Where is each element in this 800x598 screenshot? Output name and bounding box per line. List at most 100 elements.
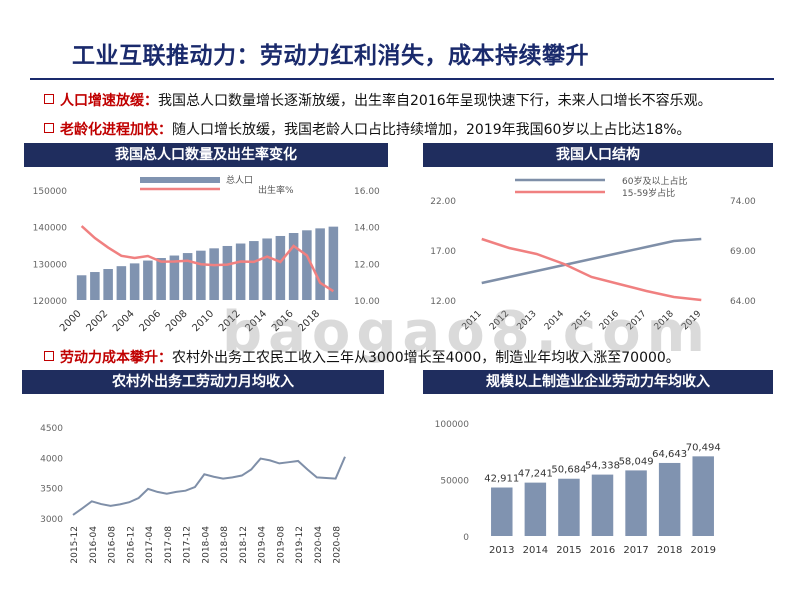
x-tick-label: 2018-08 bbox=[220, 526, 230, 564]
title-underline bbox=[30, 78, 774, 80]
bullet-key: 劳动力成本攀升： bbox=[60, 350, 172, 366]
population-bar bbox=[90, 272, 100, 300]
legend-label-population: 总人口 bbox=[226, 174, 253, 186]
y-tick-label: 50000 bbox=[440, 477, 469, 487]
aged-60-plus-line bbox=[481, 237, 702, 285]
x-tick-label: 2000 bbox=[58, 308, 84, 334]
income-bar bbox=[491, 487, 513, 536]
bar-value-label: 50,684 bbox=[551, 465, 586, 476]
y-tick-label-right: 74.00 bbox=[730, 197, 756, 207]
x-tick-label: 2004 bbox=[111, 308, 137, 334]
bullet-population-growth: 人口增速放缓：我国总人口数量增长逐渐放缓，出生率自2016年呈现快速下行，未来人… bbox=[44, 90, 712, 110]
x-tick-label: 2013 bbox=[489, 545, 514, 556]
legend-label-15-59: 15-59岁占比 bbox=[622, 187, 675, 199]
bar-value-label: 58,049 bbox=[619, 456, 654, 467]
bar-value-label: 64,643 bbox=[652, 449, 687, 460]
panel-header-population: 我国总人口数量及出生率变化 bbox=[24, 143, 388, 167]
x-tick-label: 2010 bbox=[190, 308, 216, 334]
x-tick-label: 2016-08 bbox=[108, 526, 118, 564]
x-tick-label: 2017 bbox=[623, 545, 648, 556]
panel-header-manufacturing-income: 规模以上制造业企业劳动力年均收入 bbox=[423, 370, 773, 394]
bar-value-label: 42,911 bbox=[484, 474, 519, 485]
y-tick-label: 3000 bbox=[40, 515, 63, 525]
x-tick-label: 2016 bbox=[590, 545, 615, 556]
x-tick-label: 2015 bbox=[556, 545, 581, 556]
x-tick-label: 2016-12 bbox=[126, 526, 136, 564]
bullet-key: 人口增速放缓： bbox=[60, 93, 158, 109]
panel-header-structure: 我国人口结构 bbox=[423, 143, 773, 167]
population-bar bbox=[315, 228, 325, 300]
y-tick-label-right: 14.00 bbox=[354, 224, 380, 234]
y-tick-label: 100000 bbox=[435, 420, 470, 430]
bullet-marker bbox=[44, 351, 54, 361]
y-tick-label-left: 12.00 bbox=[430, 297, 456, 307]
x-tick-label: 2014 bbox=[523, 545, 548, 556]
manufacturing-income-chart: 0 50000 100000 42,91147,24150,68454,33858,0… bbox=[435, 420, 721, 556]
rural-income-chart: 3000 3500 4000 4500 2015-12 2016-04 2016-08 201… bbox=[40, 424, 346, 564]
bullet-labor-cost: 劳动力成本攀升：农村外出务工农民工收入三年从3000增长至4000，制造业年均收… bbox=[44, 347, 680, 367]
y-tick-label-right: 69.00 bbox=[730, 247, 756, 257]
x-tick-label: 2018-12 bbox=[239, 526, 249, 564]
income-bar bbox=[558, 478, 580, 536]
legend-label-60-plus: 60岁及以上占比 bbox=[622, 175, 687, 187]
bullet-text: 农村外出务工农民工收入三年从3000增长至4000，制造业年均收入涨至70000… bbox=[172, 350, 680, 366]
panel-header-rural-income: 农村外出务工劳动力月均收入 bbox=[22, 370, 384, 394]
population-bar bbox=[222, 245, 233, 300]
population-bar bbox=[209, 248, 219, 300]
population-bar bbox=[169, 255, 180, 300]
x-tick-label: 2017-08 bbox=[164, 526, 174, 564]
population-bar bbox=[143, 260, 153, 300]
x-tick-label: 2018 bbox=[657, 545, 682, 556]
population-bar bbox=[156, 258, 166, 300]
bar-value-label: 70,494 bbox=[686, 442, 721, 453]
y-tick-label-left: 120000 bbox=[33, 297, 68, 307]
y-tick-label: 4000 bbox=[40, 454, 63, 464]
y-tick-label-left: 140000 bbox=[33, 224, 68, 234]
population-bar bbox=[116, 266, 127, 300]
x-tick-label: 2006 bbox=[137, 308, 163, 334]
population-bar bbox=[103, 269, 113, 300]
bullet-marker bbox=[44, 123, 54, 133]
y-tick-label-left: 22.00 bbox=[430, 197, 456, 207]
income-bar bbox=[692, 456, 714, 536]
y-tick-label-left: 17.00 bbox=[430, 247, 456, 257]
population-bar bbox=[288, 233, 299, 300]
y-tick-label-right: 12.00 bbox=[354, 260, 380, 270]
x-tick-label: 2019-04 bbox=[258, 526, 268, 564]
population-bar bbox=[302, 230, 312, 300]
x-tick-label: 2020-08 bbox=[333, 526, 343, 564]
legend-label-birth-rate: 出生率% bbox=[258, 184, 294, 196]
income-bar bbox=[625, 470, 647, 536]
y-tick-label-left: 150000 bbox=[33, 187, 68, 197]
income-bar bbox=[658, 462, 681, 536]
population-bar bbox=[235, 243, 246, 300]
population-bar bbox=[262, 238, 272, 300]
population-bar bbox=[249, 241, 259, 300]
bullet-marker bbox=[44, 94, 54, 104]
x-tick-label: 2019 bbox=[690, 545, 715, 556]
y-tick-label-right: 64.00 bbox=[730, 297, 756, 307]
legend-swatch-population bbox=[140, 177, 220, 183]
x-tick-label: 2018-04 bbox=[201, 526, 211, 564]
x-tick-label: 2016-04 bbox=[89, 526, 99, 564]
bullet-aging: 老龄化进程加快：随人口增长放缓，我国老龄人口占比持续增加，2019年我国60岁以… bbox=[44, 119, 691, 139]
population-bar bbox=[196, 250, 206, 300]
income-bar bbox=[591, 474, 614, 536]
x-tick-label: 2017-12 bbox=[183, 526, 193, 564]
bar-value-label: 47,241 bbox=[518, 469, 553, 480]
x-tick-label: 2008 bbox=[164, 308, 190, 334]
x-tick-label: 2017-04 bbox=[145, 526, 155, 564]
bar-value-label: 54,338 bbox=[585, 461, 620, 472]
bullet-text: 随人口增长放缓，我国老龄人口占比持续增加，2019年我国60岁以上占比达18%。 bbox=[172, 122, 691, 138]
birth-rate-line bbox=[80, 225, 335, 293]
rural-income-line bbox=[72, 456, 346, 516]
bullet-text: 我国总人口数量增长逐渐放缓，出生率自2016年呈现快速下行，未来人口增长不容乐观… bbox=[158, 93, 712, 109]
y-tick-label-left: 130000 bbox=[33, 260, 68, 270]
y-tick-label-right: 10.00 bbox=[354, 297, 380, 307]
y-tick-label: 4500 bbox=[40, 424, 63, 434]
population-bar bbox=[275, 235, 286, 300]
x-tick-label: 2020-04 bbox=[314, 526, 324, 564]
population-bar bbox=[328, 226, 339, 300]
y-tick-label: 0 bbox=[463, 533, 469, 543]
